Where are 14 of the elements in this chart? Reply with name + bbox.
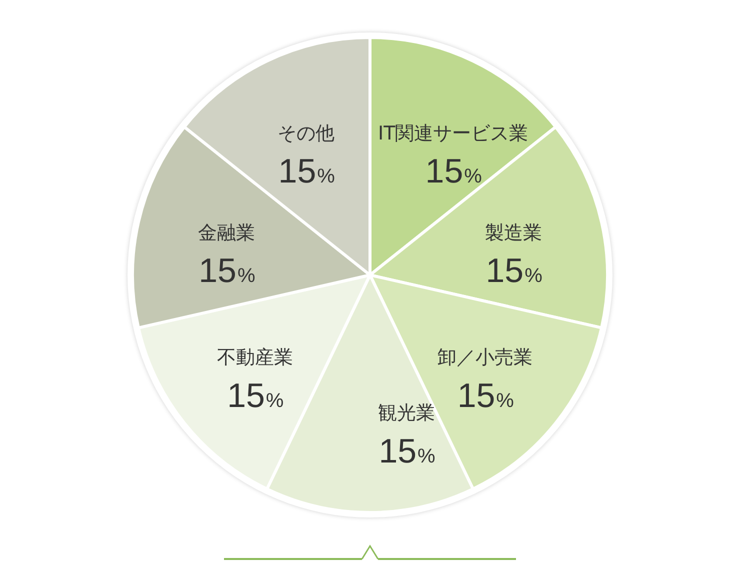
- slice-label: 卸／小売業: [438, 346, 533, 369]
- data-label: 15%: [278, 152, 336, 190]
- data-label: 15%: [378, 432, 436, 470]
- slice-label: 製造業: [485, 222, 542, 244]
- slice-label: 不動産業: [216, 346, 293, 369]
- data-label: 15%: [227, 376, 284, 415]
- data-label: 15%: [425, 152, 482, 190]
- slice-label: その他: [278, 122, 335, 144]
- slice-label: 観光業: [378, 402, 435, 424]
- slice-label: IT関連サービス業: [378, 122, 528, 144]
- slice-label: 金融業: [198, 222, 255, 244]
- data-label: 15%: [457, 376, 514, 415]
- data-label: 15%: [198, 252, 256, 290]
- data-label: 15%: [486, 252, 543, 290]
